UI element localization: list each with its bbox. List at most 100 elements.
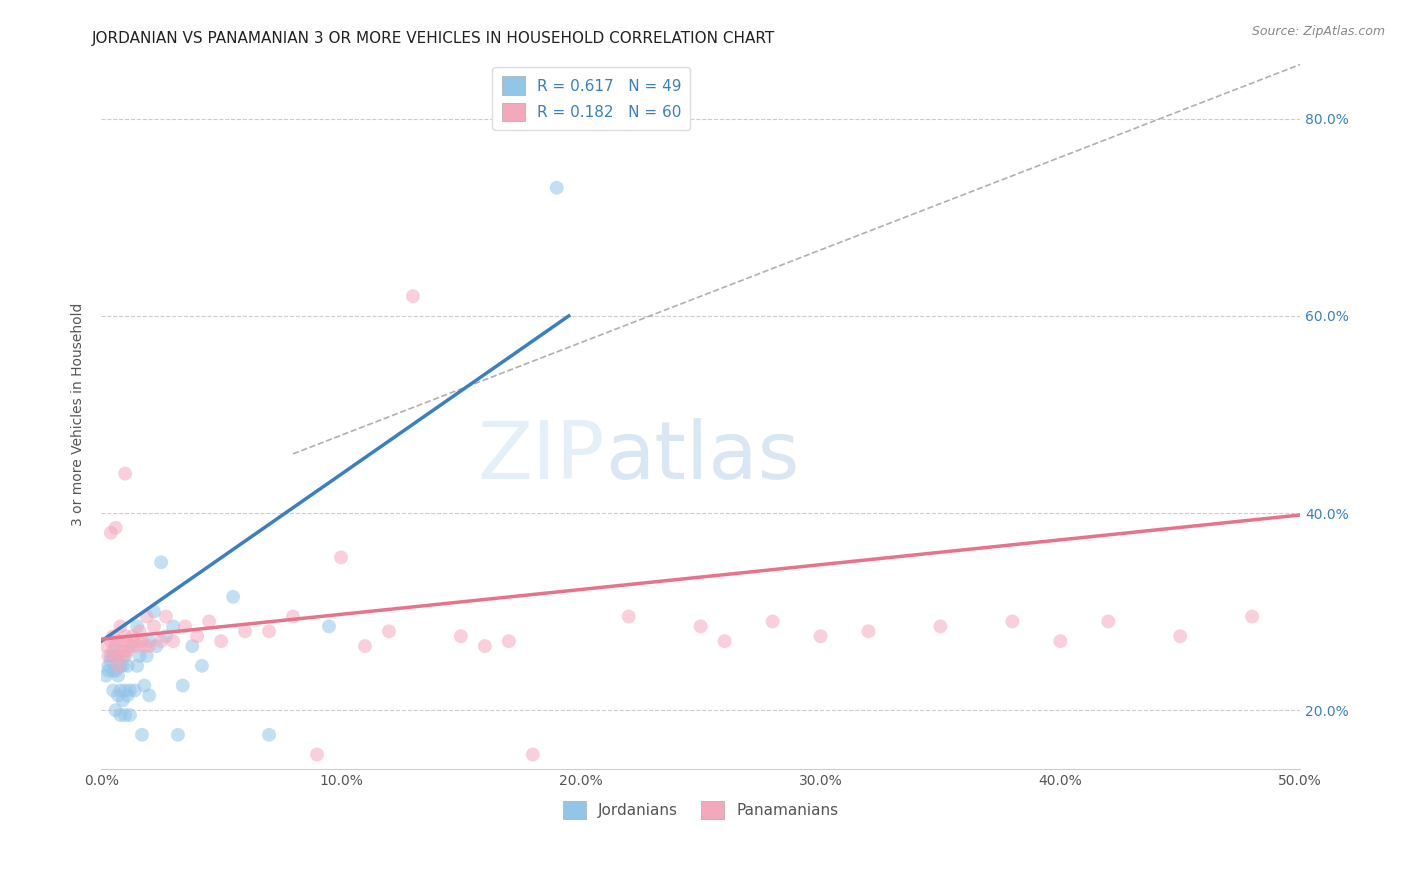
Point: [114, 644, 136, 658]
Point: [167, 728, 190, 742]
Point: [127, 658, 149, 673]
Point: [124, 683, 146, 698]
Point: [134, 679, 156, 693]
Point: [111, 658, 134, 673]
Point: [100, 525, 122, 540]
Point: [138, 689, 160, 703]
Point: [281, 609, 304, 624]
Point: [172, 679, 194, 693]
Point: [131, 634, 153, 648]
Point: [713, 634, 735, 648]
Point: [810, 629, 832, 643]
Point: [761, 615, 783, 629]
Point: [104, 648, 127, 663]
Point: [128, 648, 150, 663]
Point: [111, 693, 134, 707]
Point: [858, 624, 880, 639]
Point: [209, 634, 232, 648]
Point: [181, 639, 204, 653]
Point: [617, 609, 640, 624]
Point: [546, 180, 568, 194]
Point: [155, 629, 177, 643]
Point: [569, 816, 592, 830]
Point: [100, 654, 122, 668]
Point: [104, 664, 127, 678]
Point: [145, 639, 167, 653]
Point: [1049, 634, 1071, 648]
Point: [103, 648, 125, 663]
Point: [330, 550, 353, 565]
Text: ZIP: ZIP: [478, 418, 605, 496]
Point: [162, 634, 184, 648]
Point: [305, 747, 328, 762]
Point: [138, 639, 160, 653]
Point: [111, 648, 134, 663]
Point: [498, 634, 520, 648]
Point: [257, 624, 280, 639]
Point: [103, 683, 125, 698]
Point: [118, 708, 141, 723]
Point: [1001, 615, 1024, 629]
Point: [110, 658, 132, 673]
Text: Source: ZipAtlas.com: Source: ZipAtlas.com: [1251, 25, 1385, 38]
Point: [114, 629, 136, 643]
Point: [117, 644, 139, 658]
Point: [111, 634, 134, 648]
Point: [114, 708, 136, 723]
Point: [107, 648, 129, 663]
Point: [257, 728, 280, 742]
Point: [118, 639, 141, 653]
Point: [134, 639, 156, 653]
Point: [97, 664, 120, 678]
Point: [135, 609, 157, 624]
Point: [450, 629, 472, 643]
Point: [114, 683, 136, 698]
Point: [318, 619, 340, 633]
Point: [174, 619, 197, 633]
Point: [150, 634, 173, 648]
Point: [94, 668, 117, 682]
Point: [114, 467, 136, 481]
Point: [522, 747, 544, 762]
Text: atlas: atlas: [605, 418, 799, 496]
Point: [110, 708, 132, 723]
Point: [117, 689, 139, 703]
Point: [135, 648, 157, 663]
Point: [97, 658, 120, 673]
Point: [104, 521, 127, 535]
Point: [474, 639, 496, 653]
Point: [104, 703, 127, 717]
Point: [107, 658, 129, 673]
Point: [1168, 629, 1191, 643]
Point: [110, 644, 132, 658]
Point: [233, 624, 256, 639]
Point: [1097, 615, 1119, 629]
Point: [186, 629, 208, 643]
Point: [103, 629, 125, 643]
Point: [124, 634, 146, 648]
Point: [110, 619, 132, 633]
Point: [929, 619, 952, 633]
Point: [689, 619, 711, 633]
Point: [127, 619, 149, 633]
Point: [191, 658, 214, 673]
Point: [118, 683, 141, 698]
Point: [222, 590, 245, 604]
Point: [131, 728, 153, 742]
Point: [143, 619, 166, 633]
Point: [107, 689, 129, 703]
Point: [94, 639, 117, 653]
Point: [1241, 609, 1264, 624]
Point: [97, 648, 120, 663]
Point: [121, 629, 143, 643]
Point: [110, 683, 132, 698]
Point: [114, 648, 136, 663]
Point: [143, 605, 166, 619]
Point: [198, 615, 221, 629]
Point: [138, 634, 160, 648]
Point: [107, 668, 129, 682]
Point: [150, 555, 173, 569]
Point: [128, 624, 150, 639]
Point: [104, 639, 127, 653]
Point: [100, 634, 122, 648]
